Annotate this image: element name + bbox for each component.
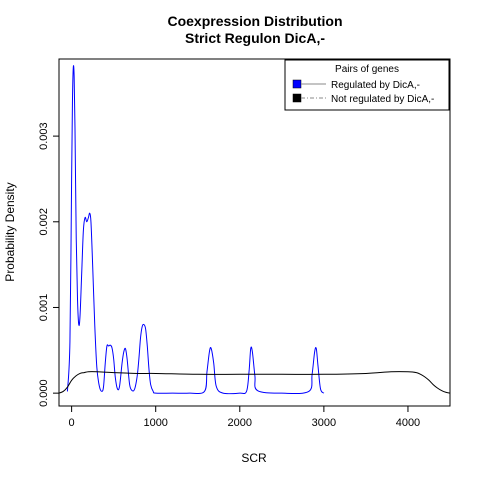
legend-label-not-regulated: Not regulated by DicA,- [331, 94, 434, 105]
chart-title: Coexpression Distribution [167, 13, 342, 29]
y-tick-label: 0.000 [38, 379, 50, 407]
x-tick-label: 1000 [143, 417, 167, 429]
legend-label-regulated: Regulated by DicA,- [331, 80, 420, 91]
series-line-not-regulated [59, 371, 450, 394]
legend: Pairs of genes Regulated by DicA,- Not r… [284, 59, 450, 111]
x-tick-label: 0 [69, 417, 75, 429]
plot-frame [58, 58, 451, 407]
legend-title: Pairs of genes [335, 64, 399, 75]
y-tick-label: 0.003 [38, 122, 50, 150]
y-tick-label: 0.002 [38, 208, 50, 236]
x-axis-label: SCR [241, 451, 267, 465]
x-tick-label: 4000 [396, 417, 420, 429]
y-axis-label: Probability Density [3, 182, 17, 281]
legend-swatch-regulated [292, 79, 302, 89]
y-axis: 0.000 0.001 0.002 0.003 [38, 122, 59, 407]
chart-subtitle: Strict Regulon DicA,- [185, 30, 325, 46]
x-tick-label: 2000 [228, 417, 252, 429]
x-axis: 0 1000 2000 3000 4000 [69, 406, 420, 429]
x-tick-label: 3000 [312, 417, 336, 429]
legend-box [284, 59, 450, 111]
series-line-regulated [66, 65, 325, 395]
legend-swatch-not-regulated [292, 93, 302, 103]
y-tick-label: 0.001 [38, 294, 50, 322]
